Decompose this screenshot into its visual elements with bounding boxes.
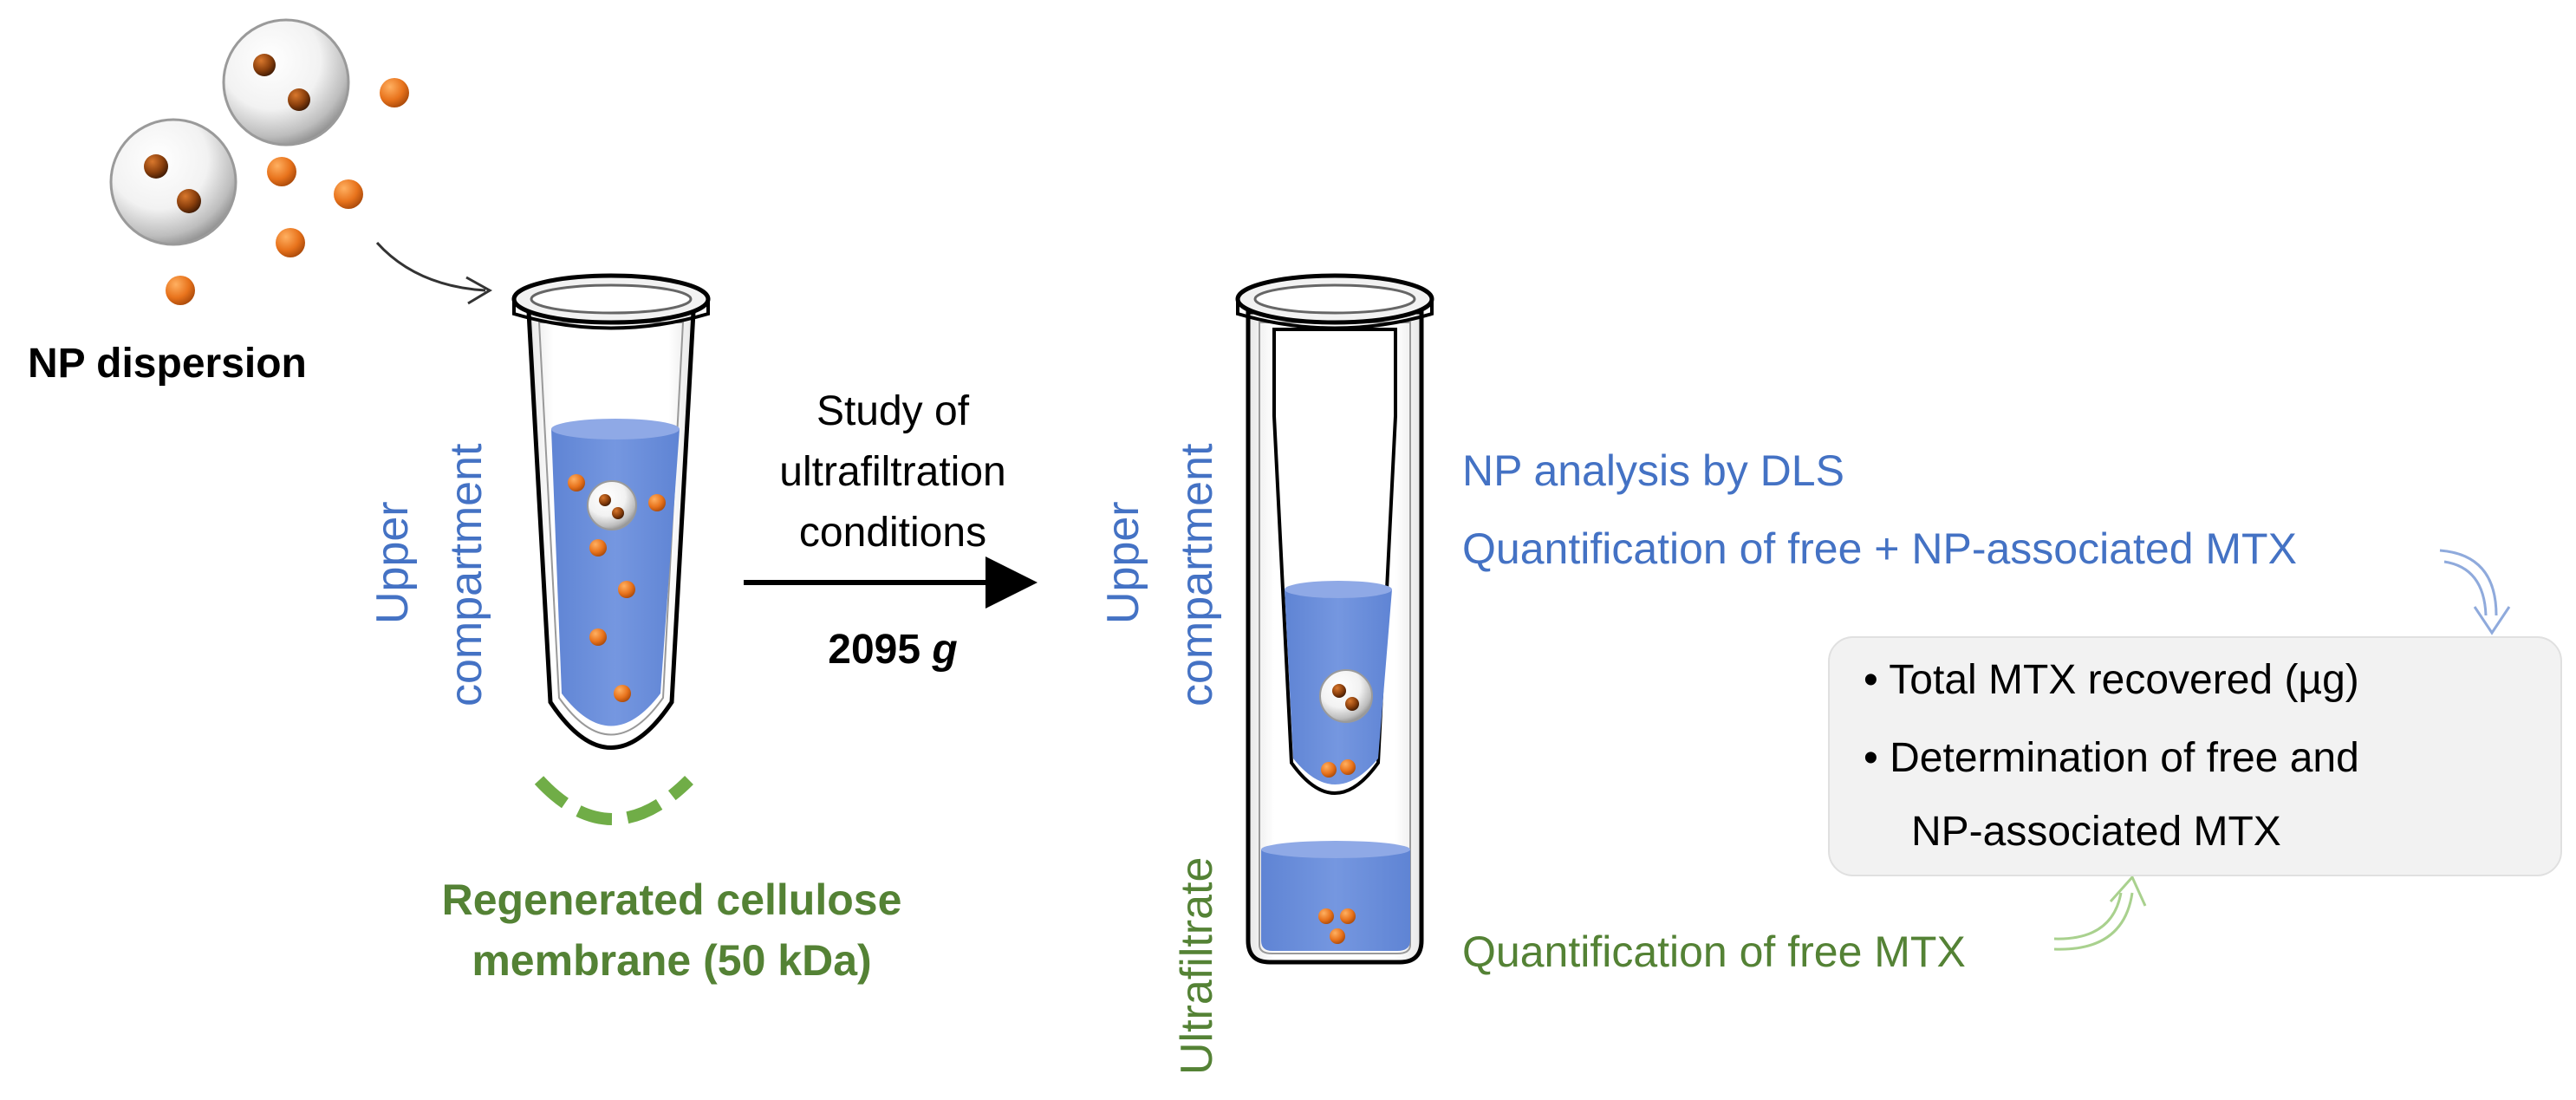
quant-free-np-label: Quantification of free + NP-associated M… [1462,524,2297,573]
left-tube-nanoparticle [587,480,637,530]
right-tube-nanoparticle [1319,669,1373,723]
results-bullet-2-line1: • Determination of free and [1864,735,2359,781]
left-upper-label-line1: Upper [368,501,418,624]
ultrafiltrate-free-drug [1318,908,1356,944]
green-curved-arrow [2053,875,2147,951]
upper-free-drug [1321,759,1356,778]
quant-free-label: Quantification of free MTX [1462,928,1966,976]
study-label-line2: ultrafiltration [779,449,1005,495]
right-upper-label-line1: Upper [1098,501,1148,624]
np-analysis-label: NP analysis by DLS [1462,446,1844,495]
membrane-dashed-arc [534,776,693,825]
ultrafiltrate-label: Ultrafiltrate [1172,857,1222,1075]
ultrafiltrate-liquid [1261,849,1410,951]
curved-arrow-to-tube [375,241,486,292]
nanoparticle-large-2 [109,118,237,246]
centrifugal-force-label: 2095 g [828,627,957,673]
nanoparticle-large-1 [222,18,350,146]
left-upper-label-line2: compartment [441,443,491,706]
study-label-line1: Study of [816,388,970,434]
results-bullet-2-line2: NP-associated MTX [1911,809,2281,855]
membrane-label-line1: Regenerated cellulose [442,875,902,924]
free-drug-particles [166,78,409,305]
results-bullet-1: • Total MTX recovered (µg) [1864,657,2359,703]
left-centrifuge-tube [511,273,711,750]
study-label-line3: conditions [799,510,986,556]
membrane-label-line2: membrane (50 kDa) [472,936,871,985]
left-tube-liquid [551,429,680,726]
nanoparticle-cluster [109,18,409,305]
np-dispersion-label: NP dispersion [28,341,307,387]
right-centrifuge-tube [1235,273,1434,965]
right-upper-label-line2: compartment [1172,443,1222,706]
results-box: • Total MTX recovered (µg) • Determinati… [1828,636,2562,876]
blue-curved-arrow [2439,549,2511,635]
left-tube-free-drug [568,474,666,702]
